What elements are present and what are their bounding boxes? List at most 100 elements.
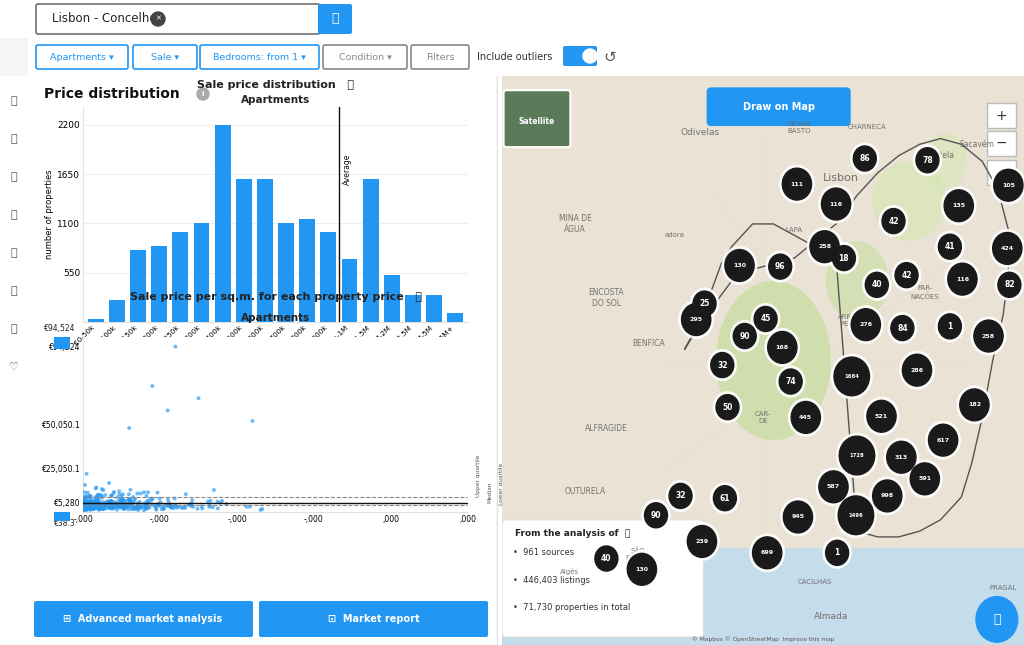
Point [140,487,157,497]
Point [194,501,210,511]
Point [111,486,127,497]
Text: 998: 998 [881,493,894,499]
Point [115,502,131,513]
Text: 182: 182 [968,402,981,408]
FancyBboxPatch shape [34,601,253,637]
Circle shape [913,145,941,175]
Point [76,500,92,510]
Text: ⊡  Market report: ⊡ Market report [328,614,420,624]
Point [77,502,93,512]
Bar [109,300,125,322]
Bar [54,337,70,349]
Point [114,502,130,512]
Bar [502,76,1024,548]
Text: ↺: ↺ [603,50,616,64]
Text: 61: 61 [720,493,730,502]
Point [99,500,116,510]
Point [92,501,109,511]
Bar [321,232,336,322]
Point [125,504,141,514]
Point [90,495,106,505]
Point [91,504,108,515]
Circle shape [776,366,805,397]
Text: 617: 617 [937,438,949,442]
Bar [362,179,379,322]
Point [88,493,104,504]
Circle shape [833,246,855,271]
Point [95,504,112,514]
Point [252,505,268,515]
Text: 🏠: 🏠 [10,286,17,296]
Point [116,501,132,511]
Point [96,499,113,510]
Point [80,497,96,508]
Text: •  71,730 properties in total: • 71,730 properties in total [513,603,631,612]
Point [79,504,95,514]
Point [122,495,138,505]
Point [119,495,135,506]
Point [85,501,101,511]
Circle shape [711,353,734,377]
Point [94,504,111,514]
Point [112,495,128,505]
Point [98,498,115,508]
Point [77,502,93,512]
Circle shape [816,468,851,506]
Text: CHARNECA: CHARNECA [848,124,887,130]
Circle shape [714,392,741,422]
Text: 135: 135 [952,203,966,208]
Point [163,500,179,510]
Text: Apartments ▾: Apartments ▾ [50,52,114,61]
Point [78,503,94,513]
Point [88,502,104,512]
Point [113,502,129,512]
Text: OUTURELA: OUTURELA [565,487,606,496]
Point [102,499,119,510]
Point [78,495,94,505]
Text: 239: 239 [695,539,709,544]
Point [125,492,141,502]
Point [78,496,94,506]
Point [138,497,155,507]
Point [91,500,108,510]
Point [134,502,151,512]
Point [76,502,92,512]
Point [164,502,180,512]
Point [99,500,116,510]
Circle shape [887,441,915,473]
Point [83,498,99,508]
Point [131,497,147,507]
Point [114,497,130,507]
Text: Price distribution: Price distribution [44,87,180,101]
Point [90,504,106,515]
Point [125,502,141,512]
Point [143,493,160,504]
Point [86,501,102,511]
Point [78,492,94,502]
Point [116,504,132,514]
Point [123,499,139,509]
Point [189,504,206,514]
Text: ⊞  Advanced market analysis: ⊞ Advanced market analysis [63,614,222,624]
Text: 78: 78 [922,155,933,164]
Point [80,497,96,508]
Point [210,503,226,513]
Text: 41: 41 [944,243,955,251]
Point [79,502,95,512]
Point [209,497,225,507]
Point [162,500,178,510]
FancyBboxPatch shape [36,4,319,34]
Circle shape [880,206,907,237]
Point [82,495,98,506]
Circle shape [895,263,919,288]
Point [76,499,92,509]
Point [150,499,166,510]
Point [82,492,98,502]
Bar [384,275,399,322]
Text: 💬: 💬 [993,613,1000,626]
Point [201,502,217,512]
Point [88,495,104,506]
Circle shape [926,421,961,459]
Text: 25: 25 [699,299,710,308]
Point [123,504,139,514]
